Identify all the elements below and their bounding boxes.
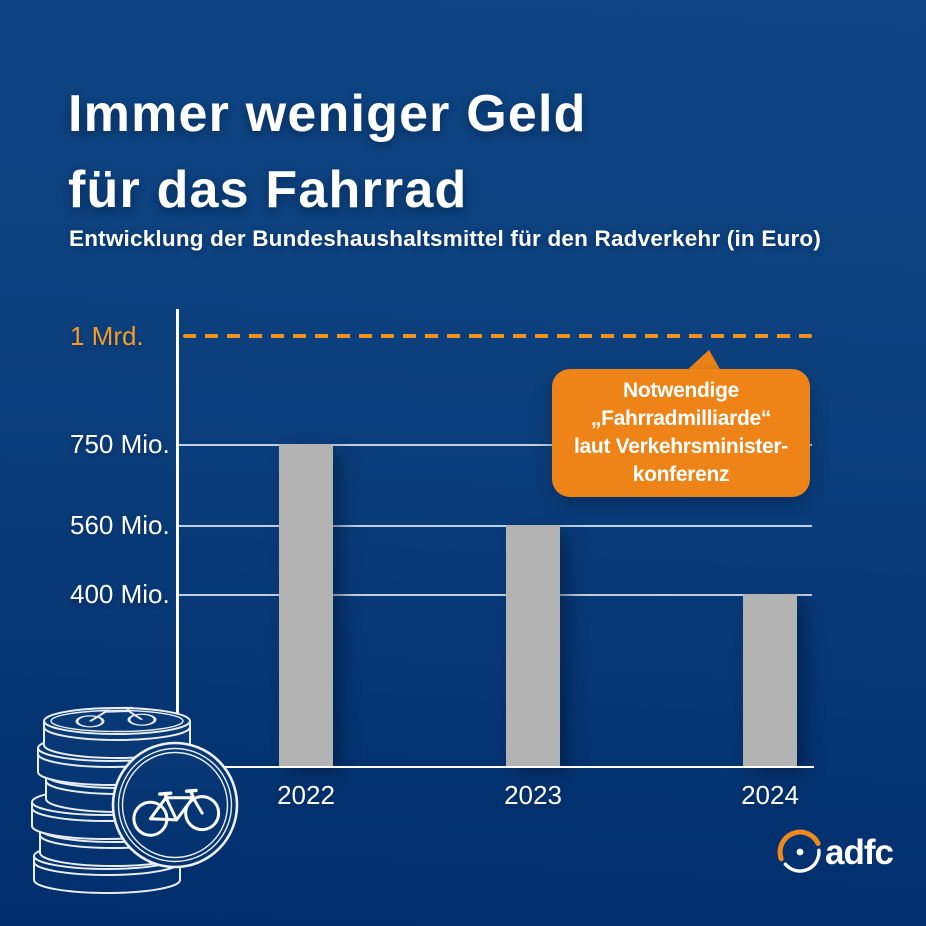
adfc-logo: adfc bbox=[777, 829, 895, 873]
y-tick-label-400: 400 Mio. bbox=[70, 579, 170, 609]
callout-tail bbox=[686, 350, 721, 371]
engraved-bicycle-icon bbox=[75, 706, 157, 728]
y-tick-label-750: 750 Mio. bbox=[70, 429, 170, 459]
gridline-560 bbox=[178, 525, 812, 527]
x-axis-line bbox=[176, 765, 814, 768]
x-tick-label-2024: 2024 bbox=[741, 780, 799, 810]
y-axis-line bbox=[176, 309, 179, 768]
gridline-400 bbox=[178, 594, 812, 596]
y-tick-label-560: 560 Mio. bbox=[70, 510, 170, 540]
adfc-wheel-icon bbox=[777, 829, 821, 873]
callout-line: „Fahrradmilliarde“ bbox=[590, 407, 772, 430]
bar-2024 bbox=[743, 594, 797, 766]
y-tick-label-1000: 1 Mrd. bbox=[70, 321, 144, 351]
gridline-750 bbox=[178, 444, 812, 446]
page-title-line1: Immer weniger Geld bbox=[68, 85, 587, 143]
page-subtitle: Entwicklung der Bundeshaushaltsmittel fü… bbox=[69, 226, 822, 251]
callout-bubble: Notwendige „Fahrradmilliarde“ laut Verke… bbox=[552, 369, 810, 497]
bicycle-icon bbox=[132, 788, 221, 837]
page-title: Immer weniger Geld für das Fahrrad bbox=[68, 76, 888, 228]
x-tick-label-2022: 2022 bbox=[277, 780, 335, 810]
adfc-wordmark: adfc bbox=[825, 833, 894, 872]
x-tick-label-2023: 2023 bbox=[504, 780, 562, 810]
page-title-line2: für das Fahrrad bbox=[68, 161, 468, 219]
bar-2023 bbox=[506, 525, 560, 766]
callout-line: Notwendige bbox=[623, 379, 739, 402]
bicycle-coin-icon bbox=[111, 741, 239, 869]
bar-2022 bbox=[279, 444, 333, 766]
callout-line: konferenz bbox=[632, 463, 730, 486]
target-dashed-line bbox=[183, 334, 812, 338]
coin-stack-illustration bbox=[31, 706, 239, 894]
callout-line: laut Verkehrsminister- bbox=[574, 435, 788, 458]
